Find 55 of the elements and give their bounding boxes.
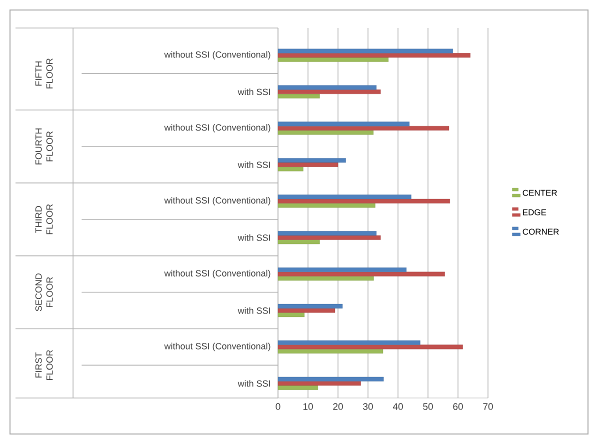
bar: [278, 349, 384, 354]
text: FOURTH FLOOR: [35, 128, 53, 164]
text: THIRD FLOOR: [35, 204, 53, 234]
text: FIFTH FLOOR: [35, 58, 53, 88]
bar: [278, 198, 450, 204]
bar: [278, 272, 445, 276]
bar: [278, 162, 338, 167]
legend-label: EDGE: [523, 209, 546, 216]
x-tick-label: 10: [303, 403, 313, 410]
bar: [278, 385, 318, 390]
bar: [278, 194, 412, 200]
text: SECOND FLOOR: [35, 273, 53, 312]
bar: [278, 48, 453, 54]
legend-label: CORNER: [522, 228, 559, 235]
y-tick-label: without SSI (Conventional): [164, 196, 270, 206]
bar: [278, 235, 381, 240]
text: FIRST FLOOR: [35, 350, 53, 380]
bar: [278, 376, 384, 382]
x-tick-label: 60: [453, 403, 463, 410]
x-tick-label: 0: [276, 403, 280, 410]
bar: [278, 344, 463, 350]
bar: [278, 267, 406, 272]
bar: [278, 85, 376, 90]
bar: [278, 312, 304, 318]
y-tick-label: without SSI (Conventional): [164, 124, 270, 132]
y-tick-label: without SSI (Conventional): [164, 342, 270, 352]
bar: [278, 340, 420, 345]
bar: [278, 203, 376, 208]
y-tick-label: with SSI: [238, 307, 270, 314]
bar: [278, 130, 374, 135]
x-tick-label: 30: [363, 403, 373, 410]
bar: [278, 304, 343, 308]
bar: [278, 231, 376, 236]
bar: [278, 240, 320, 244]
x-tick-label: 50: [423, 403, 433, 410]
bar: [278, 166, 304, 172]
bar: [278, 53, 470, 58]
bar: [278, 158, 346, 163]
bar: [278, 381, 361, 386]
bar: [278, 90, 381, 94]
y-tick-label: with SSI: [238, 88, 270, 96]
legend-label: CENTER: [522, 190, 557, 196]
x-tick-label: 40: [392, 403, 403, 410]
y-tick-label: without SSI (Conventional): [164, 270, 270, 278]
y-tick-label: with SSI: [238, 380, 270, 387]
bar: [278, 126, 450, 130]
y-tick-label: with SSI: [238, 161, 270, 168]
bar: [278, 94, 320, 98]
y-tick-label: with SSI: [238, 234, 270, 241]
y-tick-label: without SSI (Conventional): [164, 51, 270, 60]
bar: [278, 122, 410, 126]
x-tick-label: 70: [483, 403, 493, 410]
bar: [278, 276, 374, 281]
bar: [278, 308, 336, 313]
x-tick-label: 20: [333, 403, 343, 410]
